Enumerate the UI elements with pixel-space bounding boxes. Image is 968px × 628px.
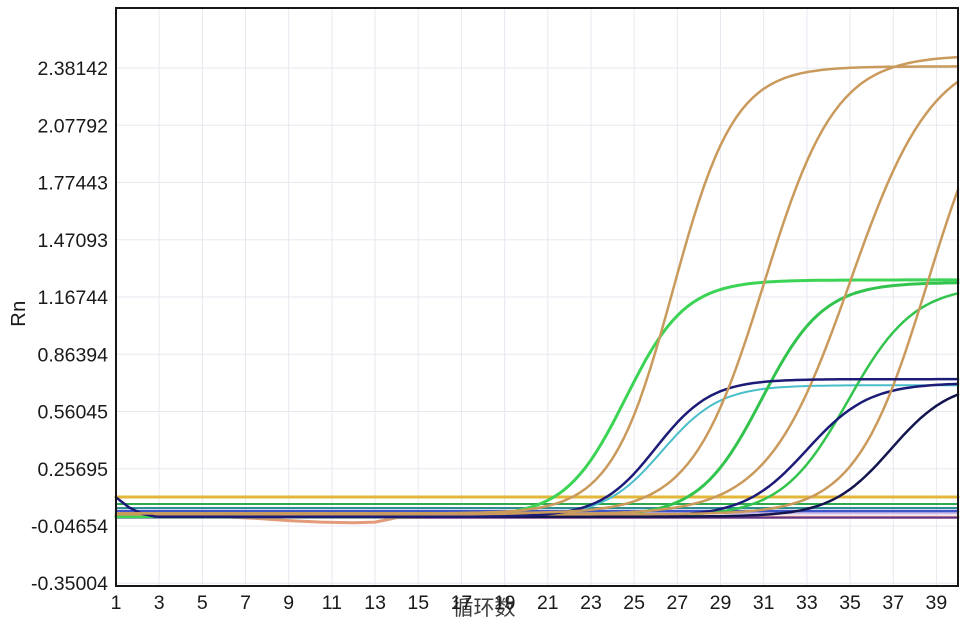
x-tick-label: 19 [494, 592, 516, 614]
x-axis-title: 循环数 [452, 597, 516, 620]
y-tick-label: 1.47093 [38, 230, 109, 252]
x-tick-label: 5 [197, 592, 208, 614]
x-tick-label: 33 [796, 592, 818, 614]
x-tick-label: 13 [364, 592, 386, 614]
x-tick-label: 17 [451, 592, 473, 614]
green-sample-2-curve [114, 281, 960, 518]
y-tick-label: -0.35004 [31, 573, 108, 595]
tan-sample-3-curve [114, 80, 960, 516]
plot-border [115, 7, 959, 587]
y-tick-label: 0.56045 [38, 402, 109, 424]
y-tick-label: 2.38142 [38, 58, 109, 80]
x-tick-label: 29 [710, 592, 732, 614]
y-tick-label: 1.77443 [38, 173, 109, 195]
green-sample-1-curve [114, 278, 960, 519]
x-tick-label: 25 [623, 592, 645, 614]
x-tick-label: 35 [839, 592, 861, 614]
x-tick-label: 11 [322, 592, 342, 614]
y-tick-label: 0.25695 [38, 459, 109, 481]
x-tick-label: 3 [154, 592, 165, 614]
navy-sample-1-curve [114, 377, 960, 519]
x-tick-label: 9 [283, 592, 294, 614]
x-tick-label: 31 [753, 592, 775, 614]
x-tick-label: 39 [926, 592, 948, 614]
tan-sample-4-curve [114, 188, 960, 516]
x-tick-label: 7 [240, 592, 251, 614]
x-tick-label: 37 [882, 592, 904, 614]
y-tick-label: 2.07792 [38, 115, 109, 137]
tan-sample-2-curve [114, 55, 960, 515]
x-tick-label: 23 [580, 592, 602, 614]
y-tick-label: 1.16744 [38, 287, 109, 309]
x-tick-label: 15 [407, 592, 429, 614]
tan-sample-1-curve [114, 65, 960, 515]
y-tick-label: 0.86394 [38, 344, 109, 366]
x-tick-label: 21 [537, 592, 559, 614]
x-tick-label: 27 [666, 592, 688, 614]
y-tick-label: -0.04654 [31, 516, 108, 538]
x-tick-label: 1 [111, 592, 122, 614]
